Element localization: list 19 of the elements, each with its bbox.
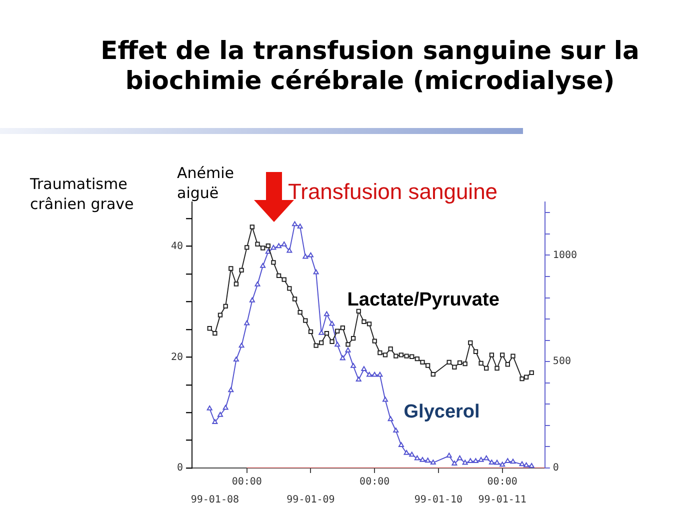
y2-tick-label: 1000 [552,250,578,261]
text: Traumatisme crânien grave [30,174,135,214]
y-tick-label: 0 [177,462,184,474]
x-tick-label: 00:00 [487,476,518,488]
x2-tick-label: 99-01-09 [286,494,335,506]
annotation: Anémie aiguë [177,163,236,203]
y2-tick-label: 0 [552,462,559,474]
y-tick-label: 20 [170,352,184,363]
y-tick-label: 40 [170,240,184,252]
x2-tick-label: 99-01-11 [478,494,526,506]
chart-title: Effet de la transfusion sanguine sur la biochimie cérébrale (microdialyse) [100,36,640,96]
x-tick-label: 00:00 [360,476,390,488]
series-label: Lactate/Pyruvate [347,290,500,311]
x2-tick-label: 99-01-10 [414,494,463,506]
annotation: Transfusion sanguine [288,179,498,204]
y2-tick-label: 500 [552,356,571,368]
series-label: Glycerol [404,401,480,422]
x2-tick-label: 99-01-08 [190,494,240,506]
x-tick-label: 00:00 [232,476,262,488]
